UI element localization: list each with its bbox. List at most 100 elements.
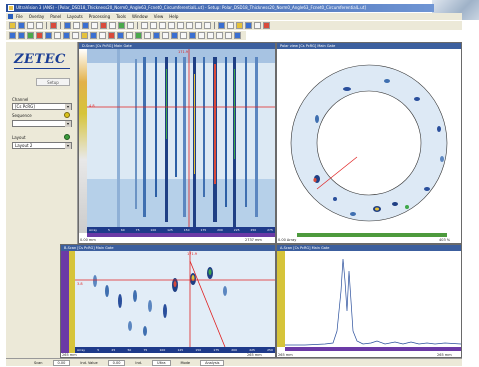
gate-icon[interactable] [118,22,125,29]
view-icon[interactable] [126,32,133,39]
view-icon[interactable] [27,32,34,39]
open-file-icon[interactable] [9,22,16,29]
dscan-cursor-readout-top: 171.9 [178,50,189,54]
view-icon[interactable] [234,32,241,39]
menu-tools[interactable]: Tools [116,14,126,19]
view-icon[interactable] [99,32,106,39]
menu-processing[interactable]: Processing [88,14,111,19]
view-icon[interactable] [117,32,124,39]
help-icon[interactable] [50,22,57,29]
tool-icon[interactable] [186,22,193,29]
dscan-image[interactable] [87,49,275,233]
save-icon[interactable] [18,22,25,29]
layout-icon[interactable] [73,22,80,29]
view-icon[interactable] [54,32,61,39]
tool-icon[interactable] [204,22,211,29]
delete-icon[interactable] [100,22,107,29]
dscan-scan-strip[interactable] [87,233,275,237]
bscan-axis-min: 265 mm [62,353,77,357]
setup-button[interactable]: Setup [36,78,70,86]
view-icon[interactable] [162,32,169,39]
tool-icon[interactable] [227,22,234,29]
measure-icon[interactable] [127,22,134,29]
view-icon[interactable] [180,32,187,39]
menu-overlay[interactable]: Overlay [28,14,45,19]
scan-icon[interactable] [82,22,89,29]
layout-select[interactable]: Layout 2 ▾ [12,142,72,149]
sequence-select[interactable]: ▾ [12,120,72,127]
view-icon[interactable] [216,32,223,39]
bscan-color-scale[interactable] [61,251,69,353]
view-icon[interactable] [45,32,52,39]
toolbar-separator [214,22,215,29]
bscan-horizontal-ruler[interactable] [75,347,275,353]
bscan-image[interactable] [75,251,275,347]
print-icon[interactable] [27,22,34,29]
view-icon[interactable] [81,32,88,39]
ascan-scan-strip[interactable] [285,347,461,351]
bscan-tick: 150 [195,348,202,352]
polar-panel[interactable]: Polar view [Cs PcRG] Main Gate 0.00 Arra… [276,42,462,244]
view-icon[interactable] [207,32,214,39]
polar-axis-min: 0.00 Array [278,238,297,242]
menu-help[interactable]: Help [169,14,179,19]
zoom-icon[interactable] [109,22,116,29]
status-label-mode: Mode [180,361,191,365]
report-icon[interactable] [263,22,270,29]
polar-axis-max: 403 % [439,238,451,242]
menu-layouts[interactable]: Layouts [67,14,83,19]
copy-icon[interactable] [36,22,43,29]
layout-value: Layout 2 [15,143,33,148]
bscan-tick: 5 [97,348,100,352]
chevron-down-icon[interactable]: ▾ [65,104,71,110]
view-icon[interactable] [153,32,160,39]
tool-icon[interactable] [141,22,148,29]
view-icon[interactable] [9,32,16,39]
grid-icon[interactable] [64,22,71,29]
view-icon[interactable] [90,32,97,39]
tool-icon[interactable] [177,22,184,29]
view-icon[interactable] [225,32,232,39]
menu-panel[interactable]: Panel [50,14,62,19]
ascan-gate-strip[interactable] [277,251,285,347]
view-icon[interactable] [72,32,79,39]
polar-scan-strip[interactable] [297,233,447,237]
highlight-icon[interactable] [236,22,243,29]
menu-file[interactable]: File [16,14,23,19]
menu-view[interactable]: View [153,14,164,19]
view-icon[interactable] [108,32,115,39]
dscan-horizontal-ruler[interactable] [87,227,275,233]
bscan-panel[interactable]: B-Scan [Cs PcRG] Main Gate 171.9 3.8 Arr… [60,244,276,358]
view-icon[interactable] [36,32,43,39]
view-icon[interactable] [189,32,196,39]
view-icon[interactable] [144,32,151,39]
ascan-waveform[interactable] [285,251,461,347]
pen-icon[interactable] [245,22,252,29]
analysis-icon[interactable] [218,22,225,29]
dscan-axis-min: 0.00 mm [80,238,96,242]
chevron-down-icon[interactable]: ▾ [65,121,71,127]
view-icon[interactable] [18,32,25,39]
bscan-cursor-readout-top: 171.9 [187,252,198,256]
tool-icon[interactable] [150,22,157,29]
tool-icon[interactable] [159,22,166,29]
chevron-down-icon[interactable]: ▾ [65,143,71,149]
tool-icon[interactable] [168,22,175,29]
cursor-icon[interactable] [91,22,98,29]
bscan-gate-strip[interactable] [69,251,75,353]
view-icon[interactable] [135,32,142,39]
dscan-panel[interactable]: D-Scan [Cs PcRG] Main Gate 171.9 4.8 Arr… [78,42,276,244]
view-icon[interactable] [198,32,205,39]
dscan-tick: 60 [120,228,125,232]
menu-window[interactable]: Window [131,14,148,19]
app-icon [8,5,14,11]
dscan-tick: 100 [150,228,157,232]
tool-icon[interactable] [254,22,261,29]
view-icon[interactable] [63,32,70,39]
channel-select[interactable]: [Cs PcRG] ▾ [12,103,72,110]
tool-icon[interactable] [195,22,202,29]
view-icon[interactable] [171,32,178,39]
polar-ring-image[interactable] [277,49,461,233]
ascan-panel[interactable]: A-Scan [Cs PcRG] Main Gate 265 mm 265 mm [276,244,462,358]
dscan-color-scale[interactable] [79,49,87,233]
